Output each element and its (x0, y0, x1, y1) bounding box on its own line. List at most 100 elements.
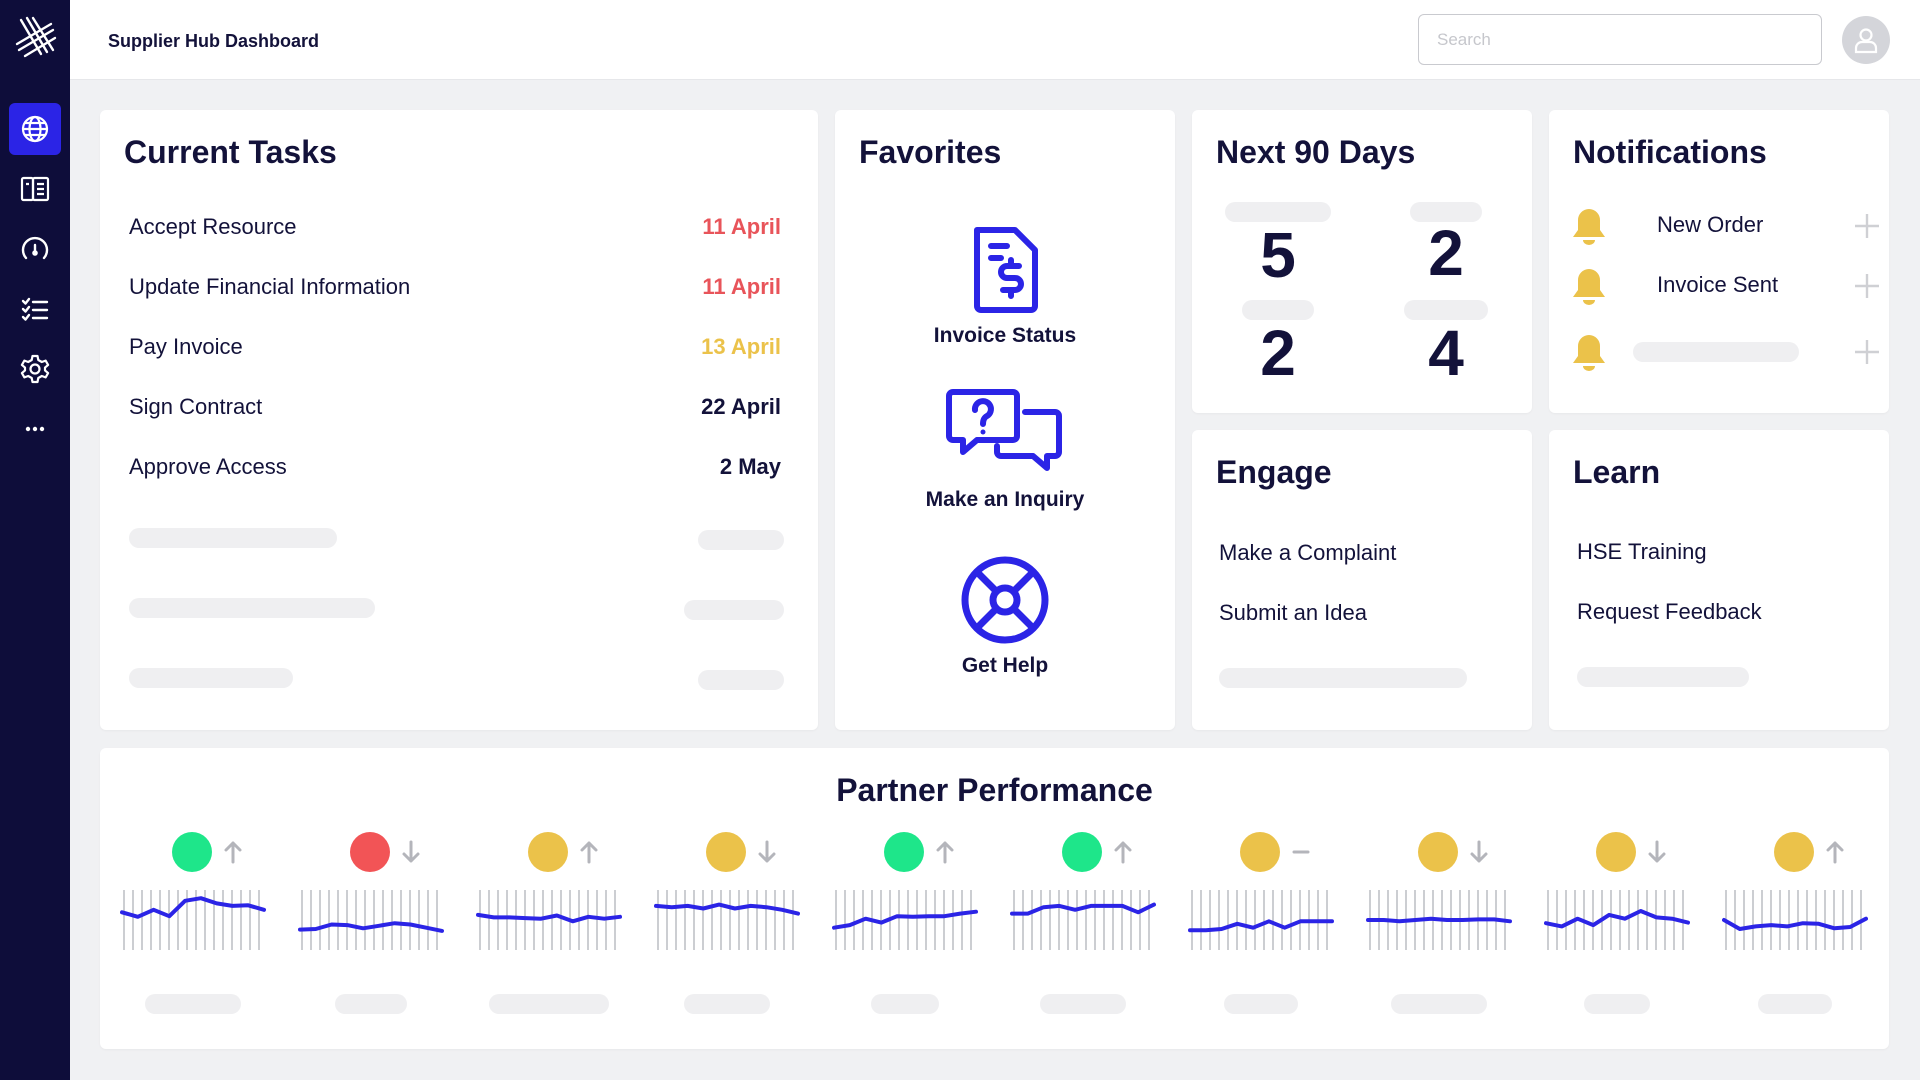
arrow-up-icon (1826, 841, 1844, 864)
partner-widget[interactable] (1722, 828, 1868, 1018)
sparkline-chart (120, 890, 266, 950)
catalog-icon (20, 176, 50, 202)
favorite-make-inquiry[interactable]: Make an Inquiry (835, 386, 1175, 512)
favorites-title: Favorites (859, 134, 1002, 170)
nav-globe[interactable] (9, 103, 61, 155)
placeholder-skeleton (1242, 300, 1314, 320)
status-indicator (1596, 832, 1636, 872)
metric-value: 2 (1428, 217, 1464, 289)
placeholder-skeleton (684, 600, 784, 620)
sidebar (0, 0, 70, 1080)
sparkline-series (1366, 916, 1512, 924)
current-tasks-title: Current Tasks (124, 134, 337, 170)
arrow-down-icon (1648, 840, 1666, 863)
search-input[interactable] (1418, 14, 1822, 65)
task-row[interactable]: Update Financial Information 11 April (129, 274, 781, 304)
task-row[interactable]: Sign Contract 22 April (129, 394, 781, 424)
learn-title: Learn (1573, 454, 1661, 490)
engage-card: Engage Make a Complaint Submit an Idea (1192, 430, 1532, 730)
placeholder-skeleton (1577, 667, 1749, 687)
nav-settings[interactable] (9, 343, 61, 395)
metric-value: 4 (1428, 317, 1464, 389)
engage-link-idea[interactable]: Submit an Idea (1219, 600, 1367, 625)
partner-widget[interactable] (1366, 828, 1512, 1018)
learn-link-hse-training[interactable]: HSE Training (1577, 539, 1707, 564)
notifications-card: Notifications New Order Invoice Sent (1549, 110, 1889, 413)
plus-icon[interactable] (1853, 212, 1881, 240)
sparkline-chart (1010, 890, 1156, 950)
nav-catalog[interactable] (9, 163, 61, 215)
user-icon (1854, 28, 1878, 54)
globe-icon (21, 115, 49, 143)
learn-link-request-feedback[interactable]: Request Feedback (1577, 599, 1762, 624)
placeholder-skeleton (129, 528, 337, 548)
notification-item[interactable]: New Order (1571, 206, 1881, 246)
favorite-label: Get Help (961, 654, 1049, 677)
partner-widget[interactable] (832, 828, 978, 1018)
avatar[interactable] (1842, 16, 1890, 64)
arrow-up-icon (580, 841, 598, 864)
partner-widget[interactable] (476, 828, 622, 1018)
placeholder-skeleton (1219, 668, 1467, 688)
task-name: Update Financial Information (129, 274, 411, 299)
partner-widget[interactable] (298, 828, 444, 1018)
status-indicator (706, 832, 746, 872)
next-90-days-card: Next 90 Days 5 2 2 4 (1192, 110, 1532, 413)
brand-logo-icon[interactable] (11, 14, 59, 62)
sparkline-chart (654, 890, 800, 950)
nav-tasks[interactable] (9, 283, 61, 335)
notification-label: New Order (1657, 212, 1764, 237)
partner-widget[interactable] (1544, 828, 1690, 1018)
sparkline-series (1010, 902, 1156, 916)
task-name: Accept Resource (129, 214, 297, 239)
task-due-date: 11 April (702, 214, 781, 239)
placeholder-skeleton (1391, 994, 1487, 1014)
placeholder-skeleton (1040, 994, 1126, 1014)
task-row[interactable]: Approve Access 2 May (129, 454, 781, 484)
sparkline-series (1188, 919, 1334, 933)
engage-link-complaint[interactable]: Make a Complaint (1219, 540, 1397, 565)
page-title: Supplier Hub Dashboard (108, 31, 320, 51)
task-row[interactable]: Accept Resource 11 April (129, 214, 781, 244)
notification-item[interactable]: Invoice Sent (1571, 266, 1881, 306)
plus-icon[interactable] (1853, 272, 1881, 300)
sparkline-chart (476, 890, 622, 950)
sparkline-chart (1188, 890, 1334, 950)
sparkline-series (654, 902, 800, 916)
status-indicator (528, 832, 568, 872)
top-header: Supplier Hub Dashboard (70, 0, 1920, 80)
sparkline-chart (1722, 890, 1868, 950)
task-name: Approve Access (129, 454, 287, 479)
task-due-date: 22 April (701, 394, 781, 419)
gauge-icon (21, 236, 49, 260)
favorite-invoice-status[interactable]: Invoice Status (835, 222, 1175, 348)
bell-icon (1573, 209, 1605, 245)
notifications-title: Notifications (1573, 134, 1767, 170)
partner-widget[interactable] (654, 828, 800, 1018)
sparkline-series (1544, 909, 1690, 929)
metric-value: 5 (1260, 219, 1296, 291)
dash-icon (1292, 850, 1310, 854)
placeholder-skeleton (1758, 994, 1832, 1014)
placeholder-skeleton (1410, 202, 1482, 222)
inquiry-chat-icon (946, 389, 1062, 471)
status-indicator (1418, 832, 1458, 872)
task-row[interactable]: Pay Invoice 13 April (129, 334, 781, 364)
bell-icon (1573, 269, 1605, 305)
nav-dashboard[interactable] (9, 223, 61, 275)
nav-more[interactable] (9, 403, 61, 455)
notification-label: Invoice Sent (1657, 272, 1779, 297)
notification-item[interactable] (1571, 332, 1881, 372)
partner-widget[interactable] (120, 828, 266, 1018)
plus-icon[interactable] (1853, 338, 1881, 366)
favorite-get-help[interactable]: Get Help (835, 552, 1175, 678)
checklist-icon (21, 297, 49, 321)
task-due-date: 2 May (719, 454, 781, 479)
partner-widget[interactable] (1188, 828, 1334, 1018)
status-indicator (884, 832, 924, 872)
learn-card: Learn HSE Training Request Feedback (1549, 430, 1889, 730)
more-icon (25, 426, 45, 432)
placeholder-skeleton (684, 994, 770, 1014)
sparkline-chart (1366, 890, 1512, 950)
partner-widget[interactable] (1010, 828, 1156, 1018)
